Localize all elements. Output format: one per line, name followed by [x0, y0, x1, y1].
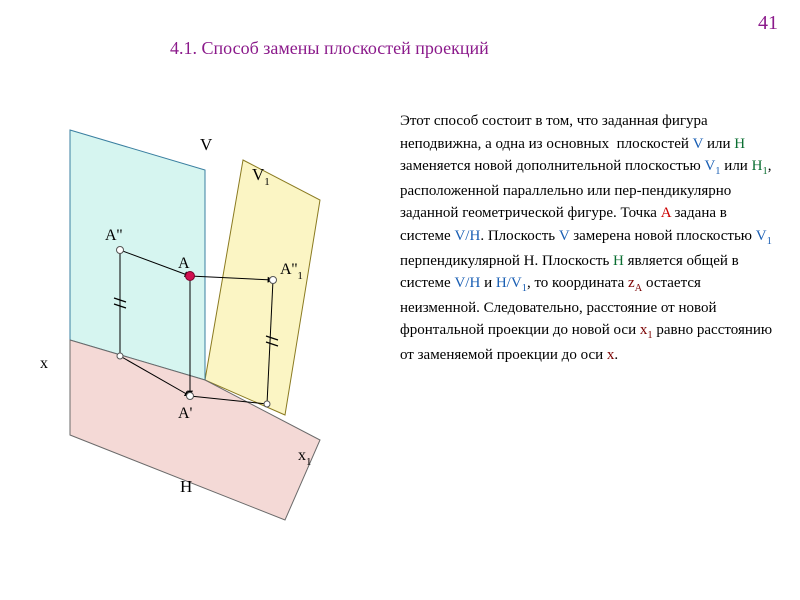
label-a-pp: A'' — [105, 227, 122, 244]
label-v: V — [200, 135, 213, 154]
label-h: H — [180, 477, 192, 496]
projection-diagram: V V1 H x x1 A'' A A''1 A' — [30, 100, 390, 520]
node-a1-pp — [270, 277, 277, 284]
label-x: x — [40, 355, 48, 372]
plane-v1 — [205, 160, 320, 415]
node-foot-left — [117, 353, 123, 359]
point-a — [186, 272, 195, 281]
node-foot-right — [264, 401, 270, 407]
page-number: 41 — [758, 12, 778, 35]
node-a-pp — [117, 247, 124, 254]
label-a-prime: A' — [178, 405, 193, 422]
description-paragraph: Этот способ состоит в том, что заданная … — [400, 110, 775, 367]
page-title: 4.1. Способ замены плоскостей проекций — [170, 38, 489, 59]
label-a: A — [178, 255, 190, 272]
node-a-prime — [187, 393, 194, 400]
